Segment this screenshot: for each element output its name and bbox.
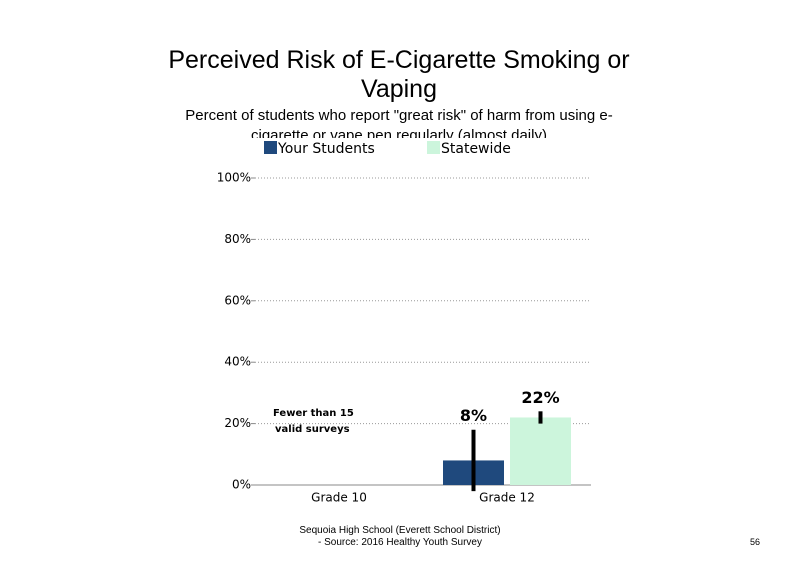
value-label: 8%: [460, 406, 487, 425]
footer: Sequoia High School (Everett School Dist…: [250, 525, 550, 549]
y-tick-label: 40%: [224, 355, 251, 369]
x-tick-label: Grade 12: [479, 491, 535, 505]
footer-line: Sequoia High School (Everett School Dist…: [299, 525, 501, 536]
chart-title: Perceived Risk of E-Cigarette Smoking or…: [168, 46, 630, 103]
annotation: Fewer than 15: [273, 408, 354, 419]
y-tick-label: 100%: [217, 171, 251, 185]
legend-label: Statewide: [441, 141, 511, 157]
y-tick-label: 20%: [224, 416, 251, 430]
footer-line: - Source: 2016 Healthy Youth Survey: [318, 537, 482, 548]
chart-subtitle: Percent of students who report "great ri…: [185, 107, 613, 138]
y-tick-label: 0%: [232, 478, 251, 492]
page-number: 56: [750, 537, 761, 547]
bar: [510, 417, 571, 485]
legend-swatch: [264, 141, 277, 154]
x-tick-label: Grade 10: [311, 491, 367, 505]
legend-label: Your Students: [277, 141, 375, 157]
value-label: 22%: [521, 388, 559, 407]
y-tick-label: 60%: [224, 293, 251, 307]
y-tick-label: 80%: [224, 232, 251, 246]
legend-swatch: [427, 141, 440, 154]
annotation: valid surveys: [275, 424, 350, 435]
